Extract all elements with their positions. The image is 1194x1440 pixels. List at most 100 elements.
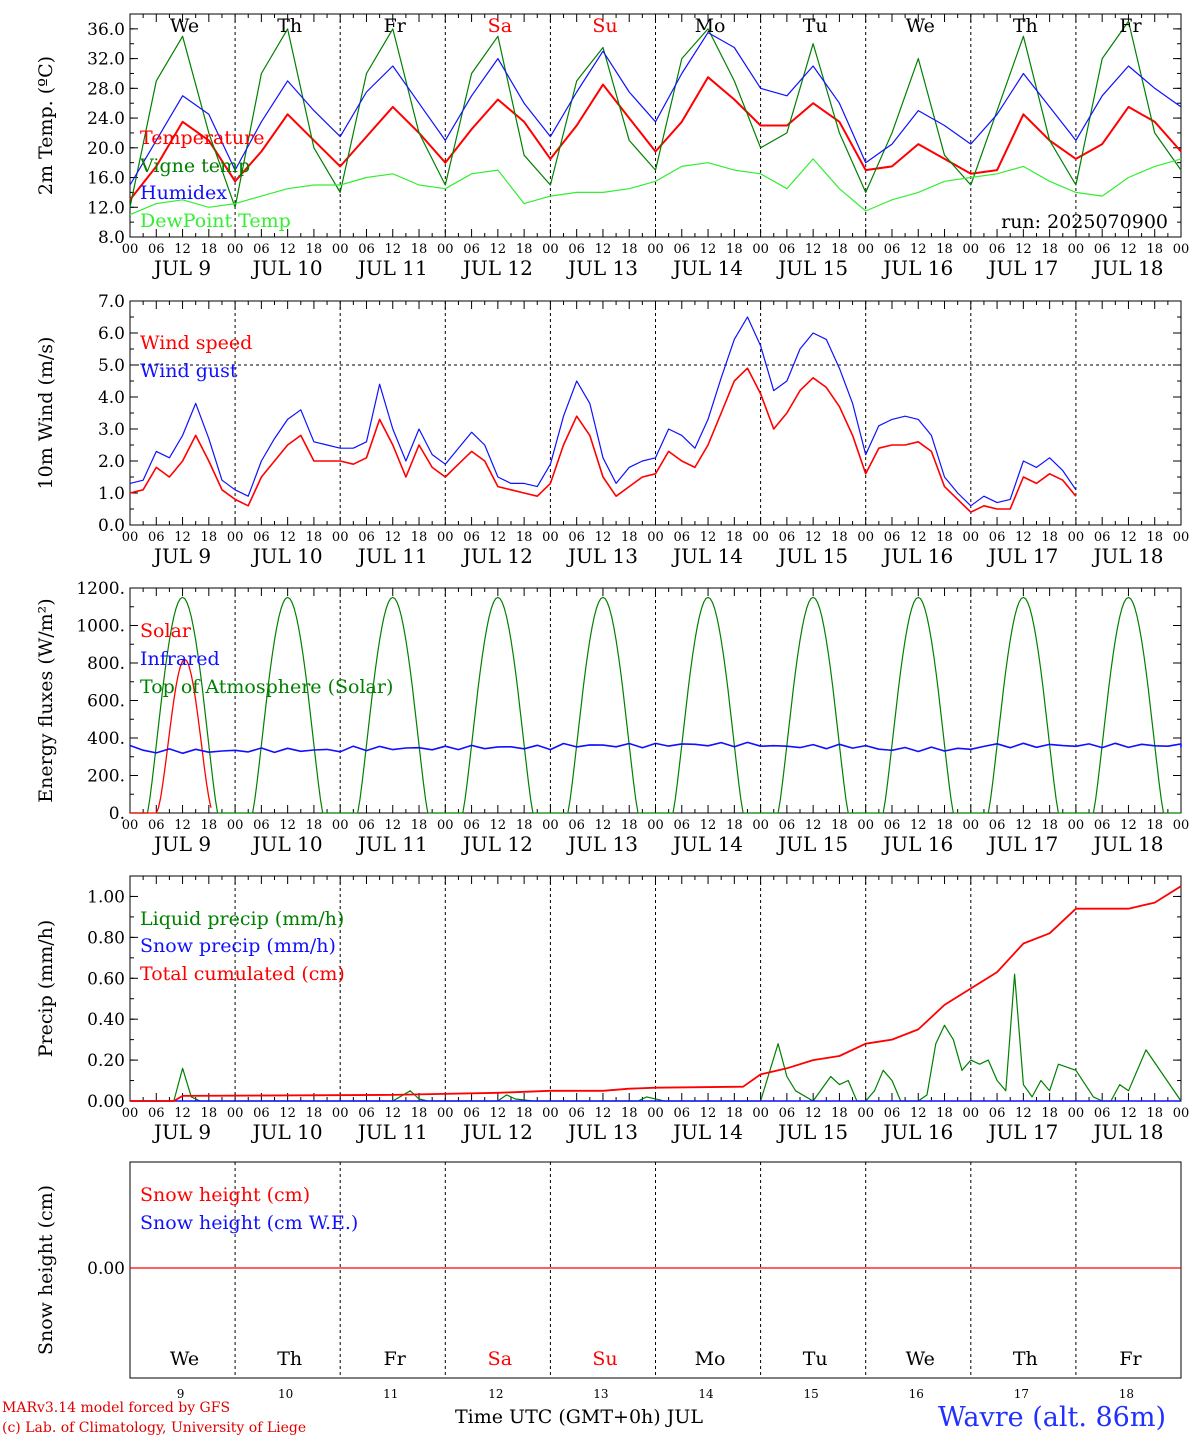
series-wind-speed [129,367,1077,514]
x-hour-label: 12 [700,530,717,545]
x-hour-label: 18 [621,818,638,833]
x-hour-label: 06 [463,530,480,545]
x-hour-label: 06 [148,530,165,545]
x-hour-label: 00 [647,530,664,545]
y-tick-label: 32.0 [87,50,125,70]
x-hour-label: 12 [595,818,612,833]
series-top-of-atmosphere [130,596,1181,814]
x-hour-label: 12 [595,242,612,257]
x-hour-label: 06 [989,1106,1006,1121]
x-hour-label: 06 [148,242,165,257]
x-hour-label: 18 [306,242,323,257]
y-tick-label: 600. [87,692,125,712]
x-hour-label: 00 [227,818,244,833]
model-credit: MARv3.14 model forced by GFS [2,1400,231,1416]
x-hour-label: 00 [227,242,244,257]
x-date-label: JUL 13 [566,544,638,568]
y-tick-label: 6.0 [98,324,125,344]
x-hour-label: 06 [674,242,691,257]
x-hour-label: 12 [910,242,927,257]
y-tick-label: 36.0 [87,20,125,40]
y-tick-label: 3.0 [98,420,125,440]
x-hour-label: 06 [358,242,375,257]
x-date-label: JUL 14 [671,832,743,856]
x-date-label: JUL 15 [776,544,848,568]
x-hour-label: 00 [857,242,874,257]
x-date-label: JUL 14 [671,544,743,568]
y-tick-label: 4.0 [98,388,125,408]
x-hour-label: 12 [910,1106,927,1121]
day-name: Tu [803,15,828,37]
plot-frame-0 [129,13,1182,238]
x-hour-label: 12 [1120,242,1137,257]
x-date-label: JUL 16 [881,832,953,856]
x-hour-label: 00 [963,530,980,545]
x-hour-label: 06 [568,1106,585,1121]
x-date-label: JUL 14 [671,1120,743,1144]
x-hour-label: 06 [463,242,480,257]
x-hour-label: 00 [1173,818,1190,833]
x-hour-label: 06 [674,818,691,833]
plot-frame-2 [129,587,1182,814]
x-hour-label: 18 [936,530,953,545]
x-hour-label: 18 [411,818,428,833]
x-date-label: JUL 17 [986,256,1058,280]
x-hour-label: 18 [516,242,533,257]
x-hour-label: 18 [306,818,323,833]
x-date-label: JUL 16 [881,544,953,568]
y-tick-label: 1.00 [87,887,125,907]
time-axis-title: Time UTC (GMT+0h) JUL [455,1406,703,1428]
x-hour-label: 12 [490,530,507,545]
x-hour-label: 12 [1015,818,1032,833]
x-hour-label: 12 [595,1106,612,1121]
x-hour-label: 06 [674,1106,691,1121]
series-wind-gust [129,316,1077,507]
x-date-label: JUL 10 [251,256,323,280]
x-hour-label: 06 [1094,530,1111,545]
x-hour-label: 00 [542,530,559,545]
x-hour-label: 18 [831,818,848,833]
x-hour-label: 06 [358,818,375,833]
legend-entry: Snow height (cm W.E.) [140,1212,358,1234]
day-name: Fr [1119,1348,1142,1370]
x-hour-label: 00 [963,818,980,833]
x-hour-label: 00 [857,818,874,833]
x-date-label: JUL 17 [986,832,1058,856]
x-date-label: JUL 16 [881,1120,953,1144]
y-tick-label: 0.00 [87,1259,125,1279]
x-hour-label: 00 [542,1106,559,1121]
legend-entry: Solar [140,620,192,642]
x-hour-label: 12 [1015,530,1032,545]
x-hour-label: 12 [490,242,507,257]
x-hour-label: 06 [253,242,270,257]
x-hour-label: 06 [779,530,796,545]
day-number: 16 [909,1387,924,1401]
x-hour-label: 00 [332,818,349,833]
day-name: Su [592,1348,617,1370]
x-hour-label: 06 [884,242,901,257]
x-date-label: JUL 10 [251,1120,323,1144]
y-tick-label: 1200. [76,579,125,599]
x-hour-label: 18 [1041,818,1058,833]
x-date-label: JUL 10 [251,832,323,856]
x-hour-label: 00 [752,818,769,833]
day-number: 13 [593,1387,608,1401]
day-name: We [170,1348,199,1370]
y-tick-label: 0. [109,804,125,824]
legend-entry: Humidex [140,182,227,204]
y-tick-label: 28.0 [87,79,125,99]
day-number: 17 [1014,1387,1029,1401]
y-tick-label: 400. [87,729,125,749]
x-hour-label: 18 [621,242,638,257]
y-tick-label: 24.0 [87,109,125,129]
x-hour-label: 12 [910,530,927,545]
x-hour-label: 12 [384,530,401,545]
x-hour-label: 12 [910,818,927,833]
x-date-label: JUL 15 [776,1120,848,1144]
x-hour-label: 18 [621,530,638,545]
x-date-label: JUL 15 [776,832,848,856]
x-hour-label: 12 [700,242,717,257]
x-hour-label: 06 [358,1106,375,1121]
x-hour-label: 12 [384,242,401,257]
